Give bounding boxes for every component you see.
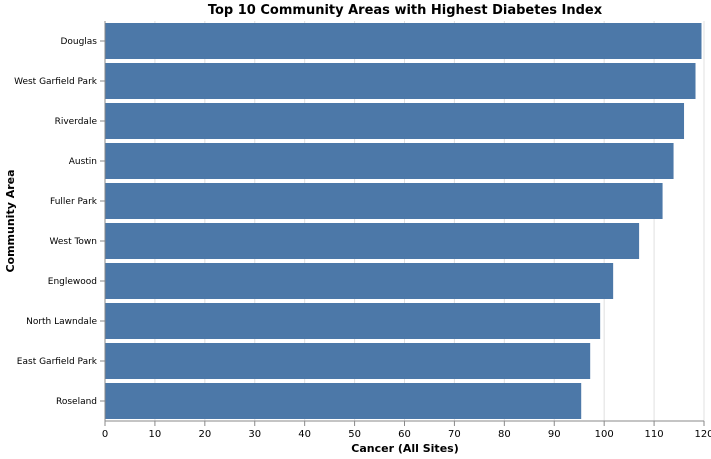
y-tick-label: West Town [49, 237, 97, 247]
bar [105, 63, 696, 99]
bar [105, 183, 663, 219]
x-tick-label: 70 [448, 429, 461, 440]
y-tick-label: Fuller Park [50, 197, 98, 207]
bar [105, 263, 614, 299]
x-tick-label: 110 [645, 429, 664, 440]
bar [105, 223, 640, 259]
y-axis-title: Community Area [4, 169, 17, 272]
bar [105, 343, 591, 379]
y-tick-label: Roseland [56, 397, 97, 407]
y-tick-label: Austin [69, 157, 97, 167]
bar [105, 103, 685, 139]
y-tick-label: Douglas [60, 37, 97, 47]
x-tick-label: 90 [548, 429, 561, 440]
chart-title: Top 10 Community Areas with Highest Diab… [208, 3, 603, 18]
y-tick-label: East Garfield Park [17, 357, 98, 367]
x-tick-label: 60 [398, 429, 411, 440]
x-tick-label: 10 [149, 429, 162, 440]
bar [105, 143, 674, 179]
x-tick-label: 50 [348, 429, 361, 440]
x-tick-label: 40 [298, 429, 311, 440]
bar [105, 383, 582, 419]
x-tick-label: 100 [595, 429, 614, 440]
x-tick-label: 20 [198, 429, 211, 440]
y-tick-label: Riverdale [55, 117, 98, 127]
x-tick-label: 0 [102, 429, 108, 440]
x-axis-title: Cancer (All Sites) [351, 442, 458, 455]
bar [105, 303, 601, 339]
x-axis: 0 10 20 30 40 50 60 70 80 90 100 110 120 [102, 420, 711, 440]
y-tick-label: North Lawndale [26, 317, 97, 327]
x-tick-label: 80 [498, 429, 511, 440]
y-tick-label: West Garfield Park [14, 77, 98, 87]
y-tick-label: Englewood [48, 277, 97, 287]
x-tick-label: 120 [694, 429, 711, 440]
x-tick-label: 30 [248, 429, 261, 440]
y-axis: Douglas West Garfield Park Riverdale Austin… [14, 21, 106, 421]
bar [105, 23, 702, 59]
bars [105, 23, 702, 419]
